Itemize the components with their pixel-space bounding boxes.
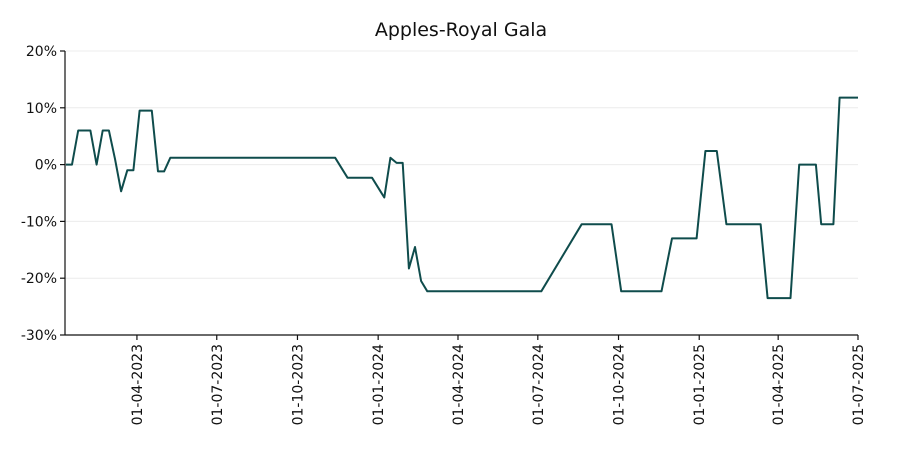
y-tick-label: -10% bbox=[21, 214, 57, 230]
x-tick-label: 01-10-2023 bbox=[290, 344, 306, 425]
chart-title: Apples-Royal Gala bbox=[375, 19, 547, 41]
y-tick-label: 0% bbox=[35, 158, 57, 174]
x-tick-label: 01-01-2024 bbox=[371, 344, 387, 425]
y-tick-label: 10% bbox=[26, 101, 57, 117]
x-tick-label: 01-07-2024 bbox=[531, 344, 547, 425]
x-tick-label: 01-07-2025 bbox=[851, 344, 867, 425]
x-tick-label: 01-04-2024 bbox=[451, 344, 467, 425]
y-tick-label: 20% bbox=[26, 44, 57, 60]
x-tick-label: 01-10-2024 bbox=[612, 344, 628, 425]
x-tick-label: 01-04-2025 bbox=[771, 344, 787, 425]
x-tick-label: 01-07-2023 bbox=[210, 344, 226, 425]
x-tick-label: 01-01-2025 bbox=[692, 344, 708, 425]
axis-layer: -30% -20% -10% 0% 10% 20% 01-04-2023 01-07-2023… bbox=[21, 44, 867, 425]
grid-layer bbox=[65, 50, 858, 336]
y-tick-label: -30% bbox=[21, 328, 57, 344]
x-tick-label: 01-04-2023 bbox=[130, 344, 146, 425]
series-line bbox=[65, 96, 858, 300]
series-layer bbox=[65, 96, 858, 300]
y-tick-label: -20% bbox=[21, 271, 57, 287]
